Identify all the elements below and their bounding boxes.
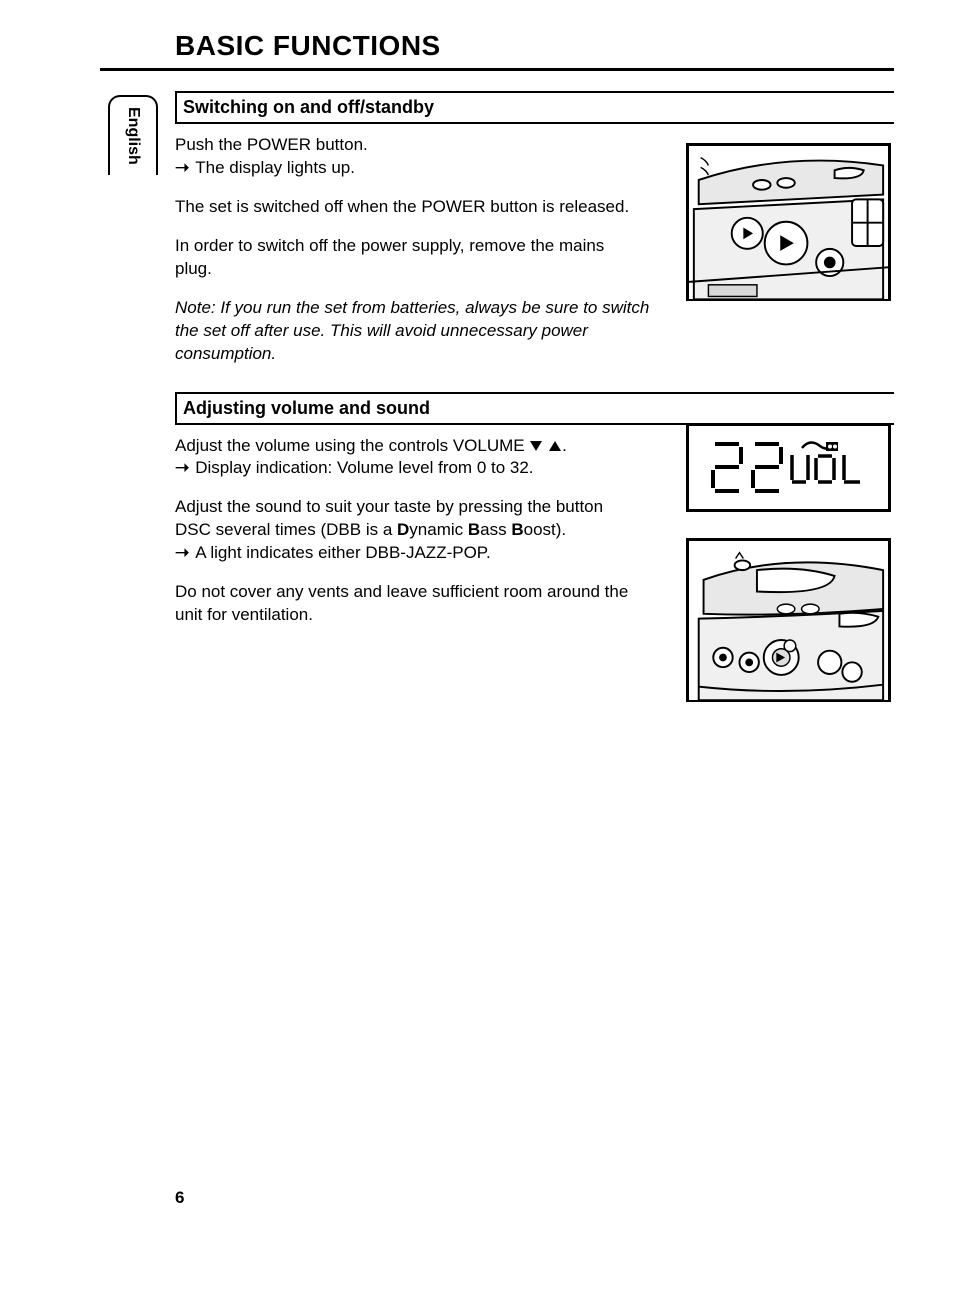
triangle-down-icon <box>530 441 542 451</box>
language-tab: English <box>108 95 158 175</box>
bullet-volume-range: Display indication: Volume level from 0 … <box>175 458 534 477</box>
illustration-device-top <box>686 143 891 301</box>
para-switched-off: The set is switched off when the POWER b… <box>175 196 635 219</box>
bold-d: D <box>397 520 409 539</box>
illustration-lcd-display <box>686 423 891 512</box>
note-body: If you run the set from batteries, alway… <box>175 298 649 363</box>
para-remove-plug: In order to switch off the power supply,… <box>175 235 635 281</box>
para-power-push: Push the POWER button. The display light… <box>175 134 605 180</box>
para-ventilation: Do not cover any vents and leave suffici… <box>175 581 635 627</box>
t: ass <box>480 520 511 539</box>
language-tab-label: English <box>124 107 142 165</box>
device-sketch-icon <box>689 146 888 299</box>
bullet-dbb-light: A light indicates either DBB-JAZZ-POP. <box>175 543 491 562</box>
lcd-value <box>709 440 789 512</box>
bold-b2: B <box>511 520 523 539</box>
bold-b: B <box>468 520 480 539</box>
triangle-up-icon <box>549 441 561 451</box>
lcd-label <box>788 452 874 495</box>
section-heading-volume: Adjusting volume and sound <box>175 392 894 425</box>
para-adjust-sound: Adjust the sound to suit your taste by p… <box>175 496 635 565</box>
text-line: Adjust the volume using the controls VOL… <box>175 436 525 455</box>
t: oost). <box>524 520 567 539</box>
page-number: 6 <box>175 1188 184 1208</box>
t: ynamic <box>409 520 468 539</box>
section-heading-switching: Switching on and off/standby <box>175 91 894 124</box>
device-sketch-icon <box>689 541 888 700</box>
para-adjust-volume: Adjust the volume using the controls VOL… <box>175 435 635 481</box>
illustration-device-bottom <box>686 538 891 702</box>
note-batteries: Note: If you run the set from batteries,… <box>175 297 665 366</box>
note-prefix: Note: <box>175 298 216 317</box>
page-title: BASIC FUNCTIONS <box>100 30 894 71</box>
bullet-display-lights: The display lights up. <box>175 158 355 177</box>
text-line: Push the POWER button. <box>175 135 368 154</box>
